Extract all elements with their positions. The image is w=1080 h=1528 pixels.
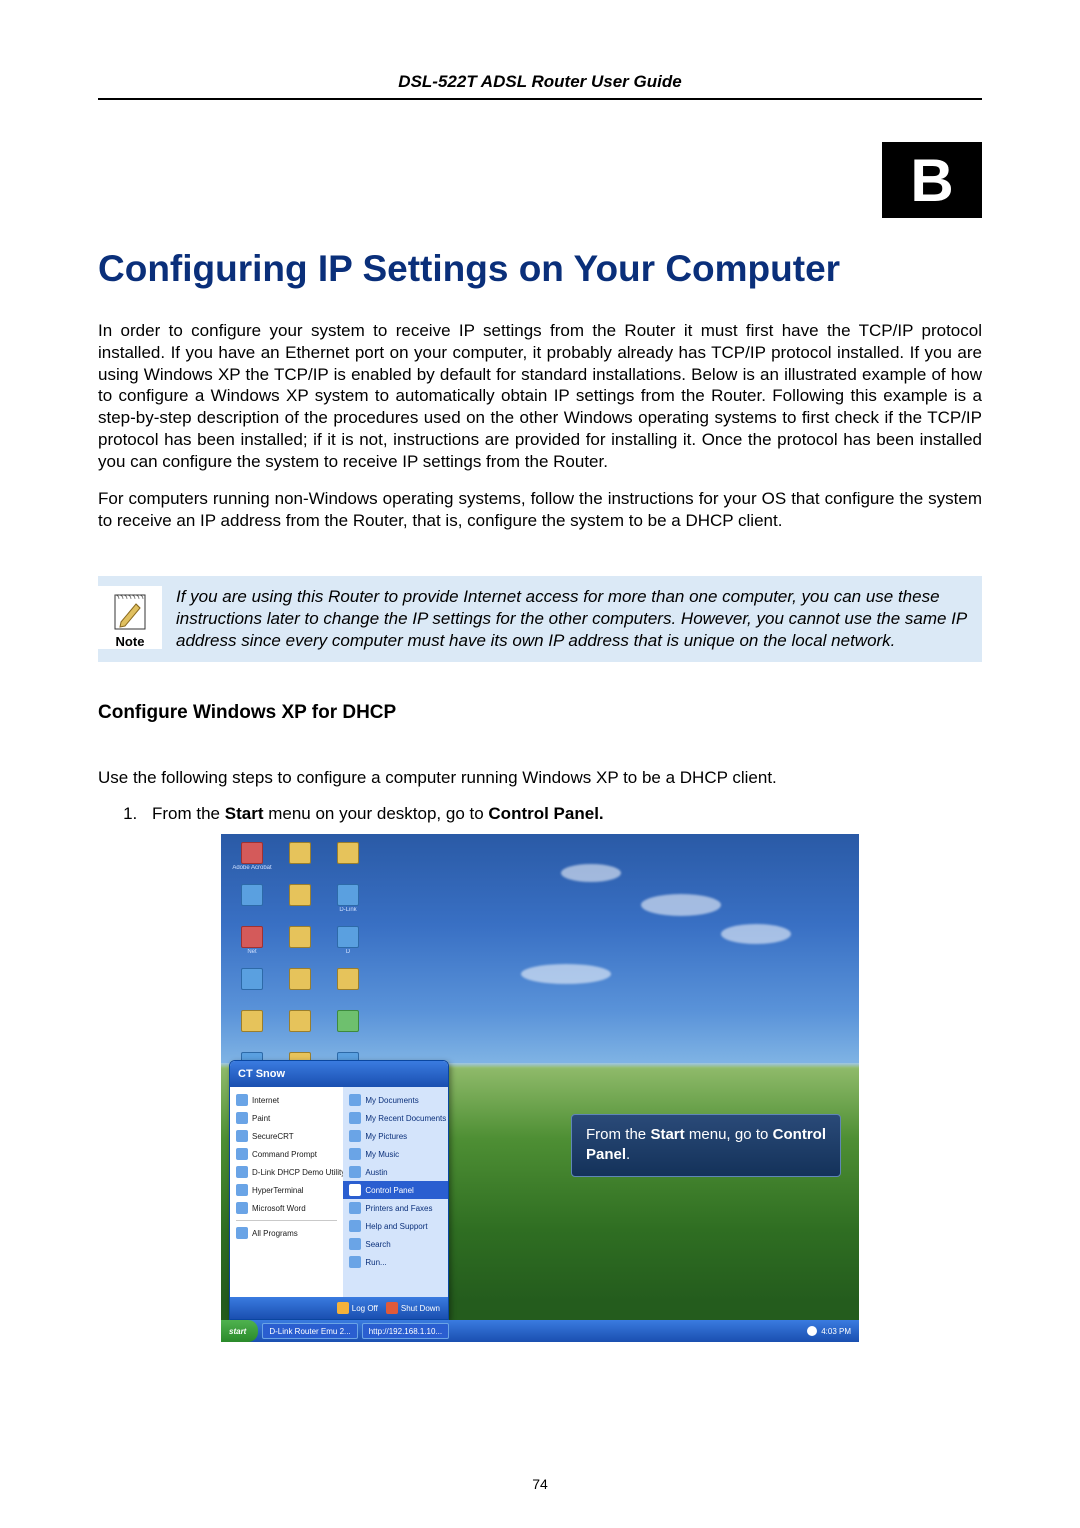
shutdown-label: Shut Down — [401, 1304, 440, 1313]
start-button[interactable]: start — [221, 1320, 258, 1342]
start-menu-item[interactable]: Search — [343, 1235, 448, 1253]
desktop-icon[interactable] — [279, 1010, 321, 1050]
document-page: DSL-522T ADSL Router User Guide B Config… — [0, 0, 1080, 1528]
intro-paragraph-2: For computers running non-Windows operat… — [98, 488, 982, 532]
start-menu-item[interactable]: Printers and Faxes — [343, 1199, 448, 1217]
step-bold: Control Panel. — [488, 804, 603, 823]
start-menu-item[interactable]: Microsoft Word — [230, 1199, 343, 1217]
page-number: 74 — [0, 1476, 1080, 1492]
cloud-icon — [521, 964, 611, 984]
appendix-letter-box: B — [882, 142, 982, 218]
logoff-label: Log Off — [352, 1304, 378, 1313]
desktop-icon[interactable] — [231, 1010, 273, 1050]
note-text: If you are using this Router to provide … — [176, 586, 968, 652]
system-tray[interactable]: 4:03 PM — [799, 1326, 859, 1336]
desktop-icon[interactable]: D-Link — [327, 884, 369, 924]
start-menu-item[interactable]: My Documents — [343, 1091, 448, 1109]
desktop-icon[interactable] — [231, 884, 273, 924]
clock: 4:03 PM — [821, 1327, 851, 1336]
start-menu-item[interactable]: Run... — [343, 1253, 448, 1271]
start-menu-item[interactable]: Internet — [230, 1091, 343, 1109]
tray-icon[interactable] — [807, 1326, 817, 1336]
step-text: From the — [152, 804, 225, 823]
section-heading: Configure Windows XP for DHCP — [98, 702, 982, 724]
start-menu-right-pane: My DocumentsMy Recent Documents ▸My Pict… — [343, 1087, 448, 1297]
start-menu-item[interactable]: D-Link DHCP Demo Utility — [230, 1163, 343, 1181]
callout-bold: Start — [650, 1126, 684, 1143]
start-menu-footer: Log Off Shut Down — [230, 1297, 448, 1319]
start-menu-item[interactable]: Help and Support — [343, 1217, 448, 1235]
desktop-icon[interactable] — [231, 968, 273, 1008]
steps-intro: Use the following steps to configure a c… — [98, 768, 982, 788]
note-block: Note If you are using this Router to pro… — [98, 576, 982, 662]
cloud-icon — [641, 894, 721, 916]
desktop-icon[interactable]: Adobe Acrobat — [231, 842, 273, 882]
instruction-callout: From the Start menu, go to Control Panel… — [571, 1114, 841, 1177]
start-menu-body: InternetPaintSecureCRTCommand PromptD-Li… — [230, 1087, 448, 1297]
page-header: DSL-522T ADSL Router User Guide — [98, 72, 982, 100]
cloud-icon — [561, 864, 621, 882]
step-1: From the Start menu on your desktop, go … — [142, 804, 982, 824]
callout-text: . — [626, 1146, 630, 1163]
start-menu-item[interactable]: Paint — [230, 1109, 343, 1127]
note-label: Note — [116, 634, 145, 649]
desktop-icon[interactable]: D — [327, 926, 369, 966]
start-menu-left-pane: InternetPaintSecureCRTCommand PromptD-Li… — [230, 1087, 343, 1297]
taskbar-task-button[interactable]: http://192.168.1.10... — [362, 1323, 449, 1339]
step-text: menu on your desktop, go to — [263, 804, 488, 823]
start-menu-item[interactable]: Command Prompt — [230, 1145, 343, 1163]
start-menu-item[interactable]: Austin — [343, 1163, 448, 1181]
start-menu-item[interactable]: My Recent Documents ▸ — [343, 1109, 448, 1127]
desktop-icon[interactable] — [279, 968, 321, 1008]
desktop-icon[interactable] — [279, 926, 321, 966]
start-menu-item-control-panel[interactable]: Control Panel — [343, 1181, 448, 1199]
desktop-icon[interactable]: Net — [231, 926, 273, 966]
step-list: From the Start menu on your desktop, go … — [98, 804, 982, 824]
start-menu-item[interactable]: HyperTerminal — [230, 1181, 343, 1199]
start-menu-item[interactable]: SecureCRT — [230, 1127, 343, 1145]
desktop-icon[interactable] — [327, 1010, 369, 1050]
start-menu-item[interactable]: All Programs — [230, 1224, 343, 1242]
desktop-icon[interactable] — [327, 842, 369, 882]
taskbar-task-button[interactable]: D-Link Router Emu 2... — [262, 1323, 357, 1339]
step-bold: Start — [225, 804, 264, 823]
taskbar-tasks: D-Link Router Emu 2... http://192.168.1.1… — [258, 1323, 449, 1339]
cloud-icon — [721, 924, 791, 944]
desktop-icon[interactable] — [279, 884, 321, 924]
note-icon: Note — [98, 586, 162, 649]
shutdown-button[interactable]: Shut Down — [386, 1302, 440, 1314]
start-menu-user: CT Snow — [230, 1061, 448, 1087]
intro-paragraph-1: In order to configure your system to rec… — [98, 320, 982, 472]
taskbar[interactable]: start D-Link Router Emu 2... http://192.1… — [221, 1320, 859, 1342]
start-menu-item[interactable]: My Pictures — [343, 1127, 448, 1145]
page-title: Configuring IP Settings on Your Computer — [98, 248, 982, 290]
screenshot-xp-desktop: Adobe Acrobat D-Link Net D CT Snow Internet… — [221, 834, 859, 1342]
start-menu[interactable]: CT Snow InternetPaintSecureCRTCommand Pr… — [229, 1060, 449, 1320]
callout-text: menu, go to — [685, 1126, 773, 1143]
callout-text: From the — [586, 1126, 650, 1143]
logoff-button[interactable]: Log Off — [337, 1302, 378, 1314]
desktop-icon[interactable] — [327, 968, 369, 1008]
start-menu-item[interactable]: My Music — [343, 1145, 448, 1163]
desktop-icon[interactable] — [279, 842, 321, 882]
